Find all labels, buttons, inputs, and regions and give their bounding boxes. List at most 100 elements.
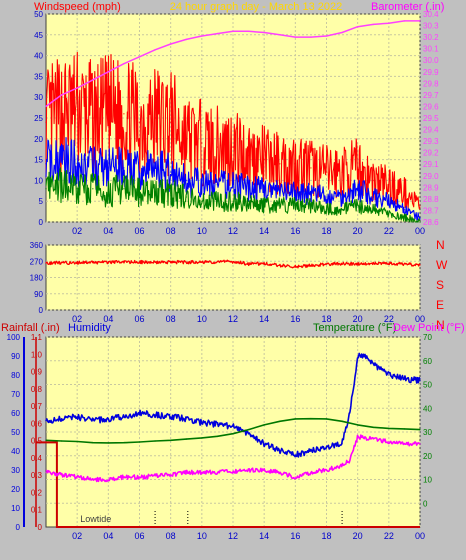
- avg_wind-line-point: [123, 167, 125, 169]
- gust-line-point: [403, 192, 406, 194]
- dew-point-line-point: [403, 443, 406, 445]
- rainfall-line: [36, 441, 420, 528]
- barometer-line-point: [92, 79, 94, 81]
- min_wind-line-point: [372, 208, 375, 211]
- dew-point-line-point: [294, 476, 297, 478]
- dew-point-line-point: [154, 475, 156, 477]
- wind-direction-line-point: [201, 261, 203, 264]
- min_wind-line-point: [388, 212, 390, 215]
- barometer-y-tick-label: 30.0: [423, 56, 439, 65]
- barometer-line-point: [154, 49, 156, 51]
- avg_wind-line-point: [388, 200, 390, 202]
- climate-x-tick-label: 04: [103, 531, 113, 541]
- rainfall-y-tick-label: 0.9: [31, 368, 43, 377]
- avg_wind-line-point: [107, 167, 110, 169]
- rainfall-y-tick-label: 0.4: [31, 454, 43, 463]
- min_wind-line-point: [325, 208, 328, 211]
- barometer-line-point: [341, 31, 343, 34]
- temperature-y-tick-label: 20: [423, 452, 432, 461]
- avg_wind-line-point: [356, 187, 359, 190]
- humidity-line-point: [294, 454, 297, 456]
- direction-x-tick-label: 02: [72, 314, 82, 324]
- direction-x-tick-label: 14: [259, 314, 269, 324]
- temperature-line-point: [138, 441, 141, 443]
- min_wind-line-point: [247, 200, 250, 202]
- wind-x-tick-label: 18: [321, 226, 331, 236]
- avg_wind-line-point: [45, 163, 47, 165]
- temperature-line-point: [201, 437, 203, 439]
- wind-direction-line-point: [388, 262, 390, 265]
- dew-point-line-point: [60, 474, 63, 476]
- min_wind-line-point: [263, 204, 266, 207]
- min_wind-line-point: [60, 183, 63, 186]
- humidity-line-point: [364, 355, 367, 357]
- barometer-line-point: [169, 43, 172, 45]
- humidity-line-point: [341, 442, 343, 445]
- dew-point-line-point: [388, 440, 390, 443]
- min_wind-line-point: [169, 192, 172, 194]
- climate-plot-area: [45, 336, 421, 528]
- dew-point-line-point: [356, 436, 359, 438]
- humidity-line-point: [388, 374, 390, 376]
- windspeed-y-tick-label: 5: [39, 197, 44, 206]
- gust-line-point: [201, 142, 203, 144]
- humidity-y-tick-label: 0: [16, 523, 21, 532]
- barometer-y-tick-label: 29.3: [423, 137, 439, 146]
- rainfall-y-tick-label: 1.0: [31, 350, 43, 359]
- rainfall-y-tick-label: 0: [38, 523, 43, 532]
- rainfall-y-tick-label: 0.7: [31, 402, 43, 411]
- barometer-y-tick-label: 28.8: [423, 195, 439, 204]
- temperature-axis-title: Temperature (°F): [313, 322, 396, 334]
- min_wind-line-point: [419, 221, 421, 223]
- avg_wind-line-point: [185, 179, 188, 182]
- wind-direction-line-point: [169, 261, 172, 264]
- barometer-line-point: [76, 87, 78, 89]
- barometer-y-tick-label: 29.5: [423, 114, 439, 123]
- wind-direction-line-point: [45, 262, 47, 264]
- climate-x-tick-label: 22: [384, 531, 394, 541]
- barometer-line-point: [185, 38, 188, 41]
- barometer-y-tick-label: 29.6: [423, 102, 439, 111]
- humidity-line-point: [263, 442, 266, 445]
- wind-x-tick-label: 06: [134, 226, 144, 236]
- dew-point-line-point: [92, 478, 94, 481]
- temperature-line-point: [388, 427, 390, 430]
- direction-x-tick-label: 04: [103, 314, 113, 324]
- humidity-y-tick-label: 60: [11, 409, 20, 418]
- temperature-y-tick-label: 60: [423, 357, 432, 366]
- dew-point-line-point: [138, 476, 141, 478]
- avg_wind-line-point: [232, 183, 234, 186]
- gust-line-point: [169, 121, 172, 123]
- compass-label: S: [436, 278, 444, 292]
- wind-direction-line-point: [294, 265, 297, 268]
- avg_wind-line-point: [341, 196, 343, 198]
- dew-point-line-point: [76, 476, 78, 478]
- humidity-line-point: [138, 412, 141, 414]
- humidity-line-point: [356, 355, 359, 357]
- temperature-line-point: [76, 440, 78, 443]
- temperature-line-point: [372, 426, 375, 429]
- wind-x-tick-label: 14: [259, 226, 269, 236]
- rainfall-y-tick-label: 0.8: [31, 385, 43, 394]
- temperature-line-point: [107, 442, 110, 444]
- barometer-y-tick-label: 28.9: [423, 183, 439, 192]
- wind-direction-line-point: [247, 263, 250, 265]
- direction-x-tick-label: 00: [415, 314, 425, 324]
- direction-y-tick-label: 90: [34, 290, 43, 299]
- barometer-line-point: [388, 22, 390, 25]
- direction-y-tick-label: 0: [39, 306, 44, 315]
- avg_wind-line-point: [279, 192, 281, 194]
- direction-x-tick-label: 16: [290, 314, 300, 324]
- gust-line: [45, 51, 421, 210]
- humidity-y-tick-label: 40: [11, 447, 20, 456]
- humidity-line-point: [154, 414, 156, 416]
- dew-point-line-point: [419, 443, 421, 445]
- gust-line-point: [341, 171, 343, 173]
- min_wind-line-point: [45, 187, 47, 190]
- humidity-line-point: [76, 416, 78, 418]
- windspeed-axis-title: Windspeed (mph): [34, 1, 121, 13]
- humidity-line-point: [372, 362, 375, 365]
- min_wind-line-point: [216, 200, 219, 202]
- humidity-y-tick-label: 90: [11, 352, 20, 361]
- climate-x-tick-label: 18: [321, 531, 331, 541]
